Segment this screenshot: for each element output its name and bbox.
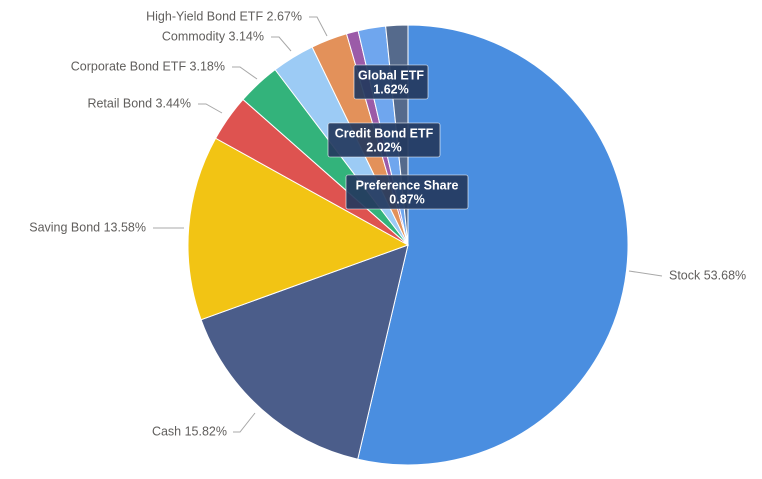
- leader-line-retail-bond: [198, 103, 223, 114]
- tooltip-value-preference-share: 0.87%: [389, 192, 424, 206]
- tooltip-value-credit-bond-etf: 2.02%: [366, 140, 401, 154]
- slice-saving-bond[interactable]: [187, 137, 410, 321]
- label-leader-lines: [153, 16, 663, 433]
- tooltip-value-global-etf: 1.62%: [373, 82, 408, 96]
- label-cash: Cash 15.82%: [152, 424, 227, 438]
- label-commodity: Commodity 3.14%: [162, 29, 264, 43]
- tooltip-box: [327, 122, 441, 158]
- leader-line-commodity: [271, 36, 292, 52]
- leader-line-corporate-bond-etf: [232, 66, 258, 80]
- label-corporate-bond-etf: Corporate Bond ETF 3.18%: [71, 59, 225, 73]
- tooltip-name-preference-share: Preference Share: [356, 178, 459, 192]
- label-retail-bond: Retail Bond 3.44%: [87, 96, 191, 110]
- tooltip-box: [353, 64, 429, 100]
- leader-line-high-yield-bond-etf: [309, 16, 328, 37]
- label-saving-bond: Saving Bond 13.58%: [29, 220, 146, 234]
- slice-labels: Stock 53.68% Cash 15.82% Saving Bond 13.58…: [29, 9, 746, 438]
- leader-line-cash: [233, 412, 256, 433]
- label-stock: Stock 53.68%: [669, 268, 746, 282]
- tooltip-name-global-etf: Global ETF: [358, 68, 424, 82]
- label-high-yield-bond-etf: High-Yield Bond ETF 2.67%: [146, 9, 302, 23]
- tooltip-box: [345, 174, 469, 210]
- slice-cash[interactable]: [200, 244, 409, 460]
- leader-line-stock: [628, 270, 663, 277]
- tooltip-name-credit-bond-etf: Credit Bond ETF: [335, 126, 434, 140]
